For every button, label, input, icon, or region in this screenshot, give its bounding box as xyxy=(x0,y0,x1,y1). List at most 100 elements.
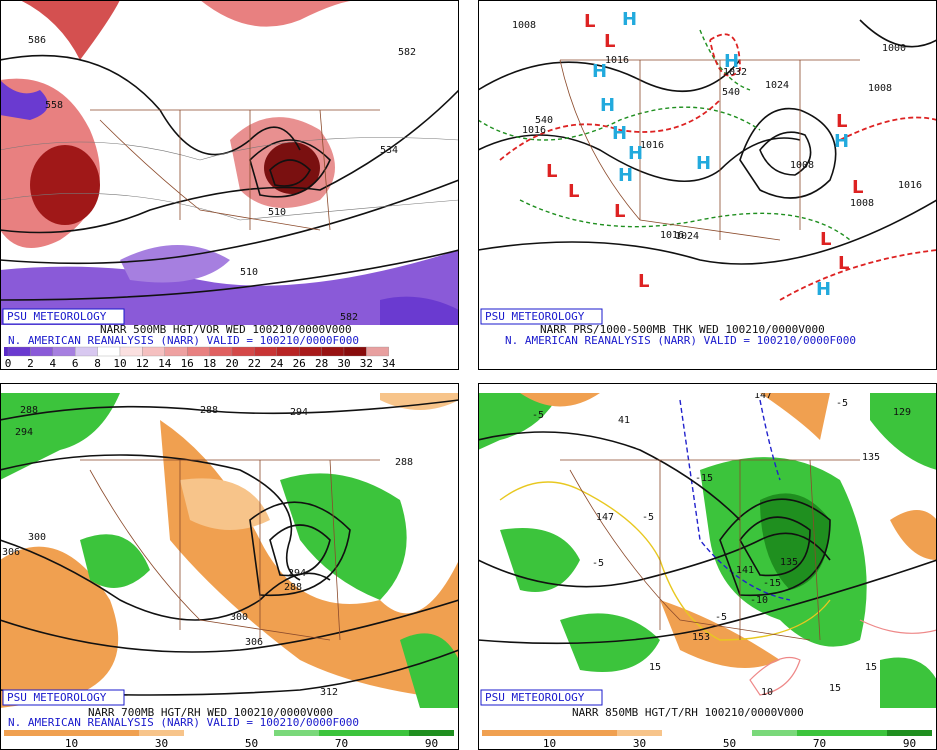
colorbar-cell xyxy=(184,730,274,736)
colorbar-label: 30 xyxy=(155,737,168,750)
colorbar-cell xyxy=(4,730,139,736)
colorbar-label: 20 xyxy=(225,357,238,370)
colorbar-cell xyxy=(482,730,617,736)
isobar-label: 1000 xyxy=(882,43,906,54)
high-center: H xyxy=(612,123,627,144)
colorbar-label: 8 xyxy=(94,357,101,370)
map-sfc-pressure: 1008 1016 1032 1024 1016 1016 1008 1016 … xyxy=(478,0,937,325)
branding: PSU METEOROLOGY xyxy=(485,310,585,323)
colorbar-cell xyxy=(7,346,31,357)
colorbar-cell xyxy=(231,346,255,357)
caption: N. AMERICAN REANALYSIS (NARR) VALID = 10… xyxy=(8,716,359,729)
map-850mb: -5 41 147 -5 129 135 -15 -5 147 -5 -15 -… xyxy=(478,390,937,708)
low-center: L xyxy=(838,253,849,274)
colorbar-label: 12 xyxy=(136,357,149,370)
colorbar-cell xyxy=(274,730,319,736)
temperature-label: -5 xyxy=(592,558,604,569)
low-center: L xyxy=(614,201,625,222)
map-700mb: 288 294 294 288 306 300 294 288 300 306 … xyxy=(0,393,459,708)
contour-label: 306 xyxy=(245,637,263,648)
contour-label: 582 xyxy=(340,312,358,323)
contour-label: 586 xyxy=(28,35,46,46)
contour-label: 288 xyxy=(395,457,413,468)
contour-label: -5 xyxy=(836,398,848,409)
isobar-label: 1032 xyxy=(723,67,747,78)
contour-label: 312 xyxy=(320,687,338,698)
temperature-label: -10 xyxy=(750,595,768,606)
colorbar-label: 28 xyxy=(315,357,328,370)
colorbar-label: 18 xyxy=(203,357,216,370)
contour-label: 306 xyxy=(2,547,20,558)
isobar-label: 1008 xyxy=(868,83,892,94)
colorbar-cell xyxy=(75,346,98,357)
colorbar-cell xyxy=(299,346,322,357)
isobar-label: 1016 xyxy=(605,55,629,66)
contour-label: 294 xyxy=(288,568,306,579)
caption: NARR 700MB HGT/RH WED 100210/0000V000 xyxy=(88,706,333,719)
temperature-label: -5 xyxy=(642,512,654,523)
low-center: L xyxy=(546,161,557,182)
isobar-label: 1008 xyxy=(790,160,814,171)
contour-label: 300 xyxy=(230,612,248,623)
caption: NARR PRS/1000-500MB THK WED 100210/0000V… xyxy=(540,323,825,336)
temperature-label: -15 xyxy=(763,578,781,589)
caption: N. AMERICAN REANALYSIS (NARR) VALID = 10… xyxy=(505,334,856,347)
temperature-label: 15 xyxy=(829,683,841,694)
brand-box xyxy=(2,308,125,325)
contour-label: 288 xyxy=(20,405,38,416)
colorbar-cell xyxy=(617,730,662,736)
isobar-label: 1008 xyxy=(512,20,536,31)
isobar-label: 1024 xyxy=(765,80,789,91)
contour-label: 288 xyxy=(200,405,218,416)
high-center: H xyxy=(724,51,739,72)
contour-label: 135 xyxy=(862,452,880,463)
colorbar-label: 4 xyxy=(49,357,56,370)
contour-label: 135 xyxy=(780,557,798,568)
contour-label: 147 xyxy=(754,390,772,401)
colorbar-label: 70 xyxy=(335,737,348,750)
temperature-label: -15 xyxy=(695,473,713,484)
colorbar-label: 10 xyxy=(543,737,556,750)
colorbar-cell xyxy=(276,346,300,357)
isobar-label: 1024 xyxy=(675,231,699,242)
temperature-label: 15 xyxy=(865,662,877,673)
contour-label: 141 xyxy=(736,565,754,576)
colorbar-label: 50 xyxy=(245,737,258,750)
colorbar-label: 30 xyxy=(337,357,350,370)
colorbar-cell xyxy=(142,346,165,357)
low-center: L xyxy=(638,271,649,292)
thickness-label: 540 xyxy=(722,87,740,98)
colorbar-label: 10 xyxy=(65,737,78,750)
colorbar-label: 30 xyxy=(633,737,646,750)
colorbar-label: 70 xyxy=(813,737,826,750)
low-center: L xyxy=(820,229,831,250)
high-center: H xyxy=(696,153,711,174)
high-center: H xyxy=(816,279,831,300)
high-center: H xyxy=(834,131,849,152)
colorbar-cell xyxy=(321,346,345,357)
high-center: H xyxy=(600,95,615,116)
contour-label: 147 xyxy=(596,512,614,523)
caption: NARR 850MB HGT/T/RH 100210/0000V000 xyxy=(572,706,804,719)
low-center: L xyxy=(836,111,847,132)
colorbar-label: 2 xyxy=(27,357,34,370)
contour-label: 510 xyxy=(268,207,286,218)
panel-frame xyxy=(0,0,459,370)
colorbar-cell xyxy=(887,730,932,736)
contour-label: 300 xyxy=(28,532,46,543)
colorbar-label: 10 xyxy=(113,357,126,370)
colorbar-cell xyxy=(52,346,76,357)
colorbar-cell xyxy=(366,346,389,357)
isobar-label: 1008 xyxy=(850,198,874,209)
brand-box xyxy=(480,689,603,706)
isobar-label: 1016 xyxy=(898,180,922,191)
colorbar-label: 32 xyxy=(360,357,373,370)
branding: PSU METEOROLOGY xyxy=(7,691,107,704)
caption: NARR 500MB HGT/VOR WED 100210/0000V000 xyxy=(100,323,352,336)
colorbar-label: 50 xyxy=(723,737,736,750)
brand-box xyxy=(480,308,603,325)
temperature-label: 10 xyxy=(761,687,773,698)
colorbar-label: 24 xyxy=(270,357,284,370)
high-center: H xyxy=(618,165,633,186)
high-center: H xyxy=(622,9,637,30)
